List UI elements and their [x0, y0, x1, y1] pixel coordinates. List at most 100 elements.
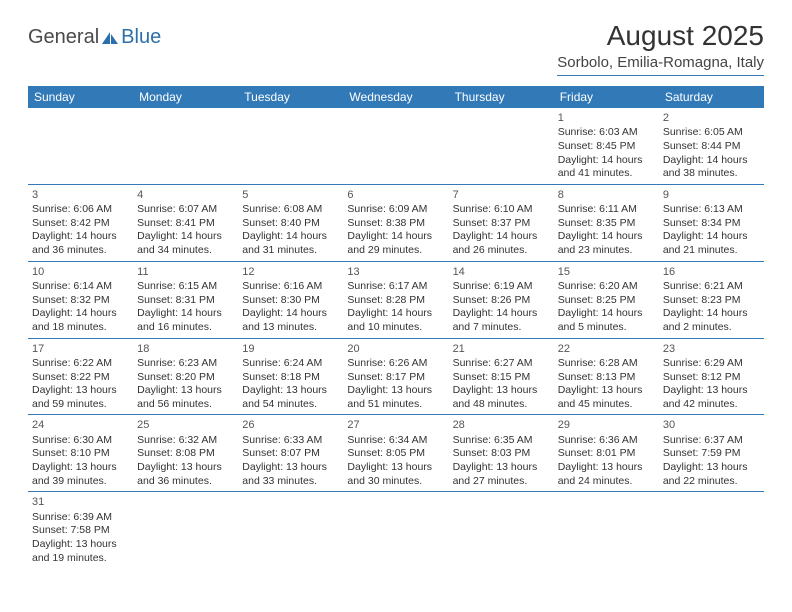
sunset-line: Sunset: 8:31 PM	[137, 294, 234, 308]
daylight-line: Daylight: 14 hours and 23 minutes.	[558, 230, 655, 257]
daylight-line: Daylight: 14 hours and 10 minutes.	[347, 307, 444, 334]
daylight-line: Daylight: 13 hours and 51 minutes.	[347, 384, 444, 411]
sunrise-line: Sunrise: 6:21 AM	[663, 280, 760, 294]
day-number: 1	[558, 111, 655, 125]
sunrise-line: Sunrise: 6:17 AM	[347, 280, 444, 294]
calendar-cell: 5Sunrise: 6:08 AMSunset: 8:40 PMDaylight…	[238, 184, 343, 261]
calendar-cell: 3Sunrise: 6:06 AMSunset: 8:42 PMDaylight…	[28, 184, 133, 261]
calendar-cell: 20Sunrise: 6:26 AMSunset: 8:17 PMDayligh…	[343, 338, 448, 415]
calendar-cell: 28Sunrise: 6:35 AMSunset: 8:03 PMDayligh…	[449, 415, 554, 492]
sunset-line: Sunset: 8:25 PM	[558, 294, 655, 308]
calendar-cell: 31Sunrise: 6:39 AMSunset: 7:58 PMDayligh…	[28, 492, 133, 568]
sunrise-line: Sunrise: 6:15 AM	[137, 280, 234, 294]
day-number: 20	[347, 342, 444, 356]
calendar-cell-empty	[133, 108, 238, 184]
calendar-cell-empty	[238, 492, 343, 568]
sunset-line: Sunset: 8:28 PM	[347, 294, 444, 308]
sunrise-line: Sunrise: 6:16 AM	[242, 280, 339, 294]
daylight-line: Daylight: 14 hours and 7 minutes.	[453, 307, 550, 334]
calendar-cell-empty	[28, 108, 133, 184]
sunset-line: Sunset: 8:20 PM	[137, 371, 234, 385]
sunset-line: Sunset: 8:41 PM	[137, 217, 234, 231]
sunset-line: Sunset: 8:23 PM	[663, 294, 760, 308]
day-number: 18	[137, 342, 234, 356]
sunset-line: Sunset: 8:18 PM	[242, 371, 339, 385]
daylight-line: Daylight: 14 hours and 13 minutes.	[242, 307, 339, 334]
sunrise-line: Sunrise: 6:33 AM	[242, 434, 339, 448]
sunrise-line: Sunrise: 6:30 AM	[32, 434, 129, 448]
sunset-line: Sunset: 8:08 PM	[137, 447, 234, 461]
daylight-line: Daylight: 14 hours and 16 minutes.	[137, 307, 234, 334]
daylight-line: Daylight: 14 hours and 36 minutes.	[32, 230, 129, 257]
calendar-cell-empty	[343, 108, 448, 184]
sunrise-line: Sunrise: 6:34 AM	[347, 434, 444, 448]
calendar-cell: 10Sunrise: 6:14 AMSunset: 8:32 PMDayligh…	[28, 261, 133, 338]
sunrise-line: Sunrise: 6:28 AM	[558, 357, 655, 371]
daylight-line: Daylight: 13 hours and 19 minutes.	[32, 538, 129, 565]
title-block: August 2025 Sorbolo, Emilia-Romagna, Ita…	[557, 20, 764, 76]
calendar-table: SundayMondayTuesdayWednesdayThursdayFrid…	[28, 86, 764, 568]
sunrise-line: Sunrise: 6:29 AM	[663, 357, 760, 371]
calendar-cell: 12Sunrise: 6:16 AMSunset: 8:30 PMDayligh…	[238, 261, 343, 338]
daylight-line: Daylight: 13 hours and 36 minutes.	[137, 461, 234, 488]
sunrise-line: Sunrise: 6:20 AM	[558, 280, 655, 294]
daylight-line: Daylight: 14 hours and 2 minutes.	[663, 307, 760, 334]
day-number: 30	[663, 418, 760, 432]
daylight-line: Daylight: 13 hours and 33 minutes.	[242, 461, 339, 488]
weekday-header: Friday	[554, 86, 659, 108]
day-number: 4	[137, 188, 234, 202]
daylight-line: Daylight: 14 hours and 29 minutes.	[347, 230, 444, 257]
calendar-body: 1Sunrise: 6:03 AMSunset: 8:45 PMDaylight…	[28, 108, 764, 568]
sunset-line: Sunset: 8:35 PM	[558, 217, 655, 231]
calendar-cell: 9Sunrise: 6:13 AMSunset: 8:34 PMDaylight…	[659, 184, 764, 261]
weekday-header: Monday	[133, 86, 238, 108]
sunrise-line: Sunrise: 6:03 AM	[558, 126, 655, 140]
calendar-row: 24Sunrise: 6:30 AMSunset: 8:10 PMDayligh…	[28, 415, 764, 492]
calendar-cell: 30Sunrise: 6:37 AMSunset: 7:59 PMDayligh…	[659, 415, 764, 492]
sunrise-line: Sunrise: 6:13 AM	[663, 203, 760, 217]
sunset-line: Sunset: 8:44 PM	[663, 140, 760, 154]
calendar-cell-empty	[238, 108, 343, 184]
day-number: 17	[32, 342, 129, 356]
sunrise-line: Sunrise: 6:05 AM	[663, 126, 760, 140]
sunrise-line: Sunrise: 6:23 AM	[137, 357, 234, 371]
calendar-cell-empty	[659, 492, 764, 568]
sunrise-line: Sunrise: 6:32 AM	[137, 434, 234, 448]
daylight-line: Daylight: 13 hours and 42 minutes.	[663, 384, 760, 411]
day-number: 21	[453, 342, 550, 356]
calendar-cell: 23Sunrise: 6:29 AMSunset: 8:12 PMDayligh…	[659, 338, 764, 415]
daylight-line: Daylight: 14 hours and 41 minutes.	[558, 154, 655, 181]
sunrise-line: Sunrise: 6:07 AM	[137, 203, 234, 217]
daylight-line: Daylight: 13 hours and 22 minutes.	[663, 461, 760, 488]
calendar-row: 31Sunrise: 6:39 AMSunset: 7:58 PMDayligh…	[28, 492, 764, 568]
daylight-line: Daylight: 14 hours and 34 minutes.	[137, 230, 234, 257]
sunrise-line: Sunrise: 6:39 AM	[32, 511, 129, 525]
calendar-cell: 29Sunrise: 6:36 AMSunset: 8:01 PMDayligh…	[554, 415, 659, 492]
calendar-row: 3Sunrise: 6:06 AMSunset: 8:42 PMDaylight…	[28, 184, 764, 261]
day-number: 3	[32, 188, 129, 202]
day-number: 27	[347, 418, 444, 432]
calendar-cell: 18Sunrise: 6:23 AMSunset: 8:20 PMDayligh…	[133, 338, 238, 415]
sunset-line: Sunset: 8:01 PM	[558, 447, 655, 461]
weekday-header: Wednesday	[343, 86, 448, 108]
header: General Blue August 2025 Sorbolo, Emilia…	[28, 20, 764, 76]
day-number: 7	[453, 188, 550, 202]
day-number: 25	[137, 418, 234, 432]
sunset-line: Sunset: 7:59 PM	[663, 447, 760, 461]
sunset-line: Sunset: 8:15 PM	[453, 371, 550, 385]
daylight-line: Daylight: 14 hours and 21 minutes.	[663, 230, 760, 257]
day-number: 2	[663, 111, 760, 125]
day-number: 10	[32, 265, 129, 279]
calendar-cell-empty	[133, 492, 238, 568]
day-number: 6	[347, 188, 444, 202]
sunset-line: Sunset: 8:37 PM	[453, 217, 550, 231]
calendar-cell: 22Sunrise: 6:28 AMSunset: 8:13 PMDayligh…	[554, 338, 659, 415]
calendar-row: 1Sunrise: 6:03 AMSunset: 8:45 PMDaylight…	[28, 108, 764, 184]
sunrise-line: Sunrise: 6:19 AM	[453, 280, 550, 294]
logo-text-blue: Blue	[121, 26, 161, 49]
weekday-header: Saturday	[659, 86, 764, 108]
calendar-cell: 24Sunrise: 6:30 AMSunset: 8:10 PMDayligh…	[28, 415, 133, 492]
sunset-line: Sunset: 8:12 PM	[663, 371, 760, 385]
day-number: 19	[242, 342, 339, 356]
calendar-row: 10Sunrise: 6:14 AMSunset: 8:32 PMDayligh…	[28, 261, 764, 338]
